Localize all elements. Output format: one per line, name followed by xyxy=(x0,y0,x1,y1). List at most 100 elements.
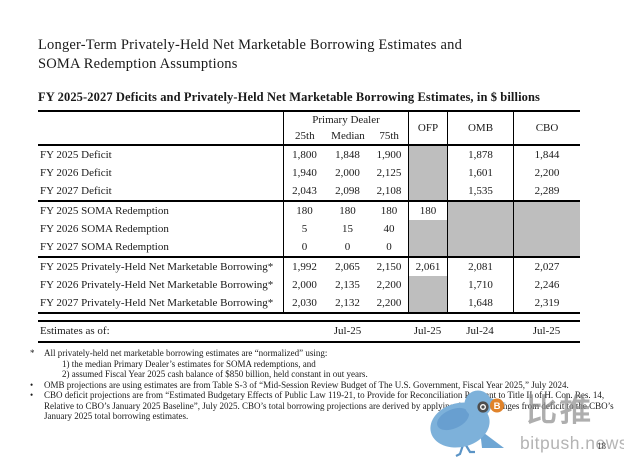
table-row-fy2026-soma: FY 2026 SOMA Redemption 5 15 40 xyxy=(38,220,580,238)
table-row-fy2025-soma: FY 2025 SOMA Redemption 180 180 180 180 xyxy=(38,202,580,220)
spacer xyxy=(370,322,408,341)
cell-median: 2,135 xyxy=(335,279,360,291)
dark-coin-ring xyxy=(480,404,487,411)
estimates-primary-dealer-date: Jul-25 xyxy=(333,325,362,337)
row-label: FY 2027 SOMA Redemption xyxy=(40,241,169,253)
row-label: FY 2025 Deficit xyxy=(40,149,112,161)
row-label: FY 2027 Deficit xyxy=(40,185,112,197)
cell-ofp-shaded xyxy=(408,276,447,294)
spacer xyxy=(283,322,325,341)
header-cbo: CBO xyxy=(513,112,580,144)
header-omb: OMB xyxy=(447,112,513,144)
row-label: FY 2026 Privately-Held Net Marketable Bo… xyxy=(40,279,274,291)
cell-ofp-shaded xyxy=(408,182,447,200)
header-primary-dealer-group: Primary Dealer 25th Median 75th xyxy=(283,112,408,144)
cell-25th: 180 xyxy=(283,202,325,220)
cell-25th: 2,000 xyxy=(283,276,325,294)
cell-75th: 2,125 xyxy=(376,167,402,179)
cell-ofp: 2,061 xyxy=(408,258,447,276)
row-label: FY 2026 SOMA Redemption xyxy=(40,223,169,235)
cell-75th: 2,108 xyxy=(376,185,402,197)
cell-cbo: 1,844 xyxy=(513,146,580,164)
footnotes: * All privately-held net marketable borr… xyxy=(28,348,614,422)
cell-ofp-shaded xyxy=(408,164,447,182)
cell-median: 0 xyxy=(344,241,351,253)
cell-25th: 2,030 xyxy=(283,294,325,312)
cell-omb: 1,601 xyxy=(447,164,513,182)
footnote-normalized: * All privately-held net marketable borr… xyxy=(28,348,614,380)
cell-median: 15 xyxy=(342,223,353,235)
cell-ofp: 180 xyxy=(408,202,447,220)
cell-median: 1,848 xyxy=(335,149,360,161)
cell-cbo: 2,319 xyxy=(513,294,580,312)
header-percentile-row: 25th Median 75th xyxy=(284,129,408,143)
cell-cbo-shaded xyxy=(513,220,580,238)
cell-25th: 1,800 xyxy=(283,146,325,164)
table-caption: FY 2025-2027 Deficits and Privately-Held… xyxy=(38,90,541,104)
row-label: FY 2027 Privately-Held Net Marketable Bo… xyxy=(40,297,274,309)
page-title-line2: SOMA Redemption Assumptions xyxy=(38,56,238,72)
footnote-marker: • xyxy=(30,390,34,400)
page-number: 18 xyxy=(597,441,606,451)
estimates-omb-date: Jul-24 xyxy=(466,325,494,337)
cell-25th: 2,043 xyxy=(283,182,325,200)
cell-25th: 5 xyxy=(283,220,325,238)
estimates-as-of-band: Estimates as of: Jul-25 Jul-25 Jul-24 Ju… xyxy=(38,320,580,343)
page-title: Longer-Term Privately-Held Net Marketabl… xyxy=(38,36,578,74)
cell-omb: 1,535 xyxy=(447,182,513,200)
cell-ofp-shaded xyxy=(408,294,447,312)
cell-median: 180 xyxy=(339,205,356,217)
table-row-fy2025-borrowing: FY 2025 Privately-Held Net Marketable Bo… xyxy=(38,258,580,276)
cell-75th: 1,900 xyxy=(376,149,402,161)
cell-75th: 0 xyxy=(386,241,392,253)
header-ofp: OFP xyxy=(408,112,447,144)
bird-tail xyxy=(480,430,504,448)
footnote-sub1: 1) the median Primary Dealer’s estimates… xyxy=(62,358,316,369)
cell-75th: 40 xyxy=(383,223,395,235)
cell-omb: 1,648 xyxy=(447,294,513,312)
bird-wing xyxy=(436,407,470,431)
table-row-fy2026-borrowing: FY 2026 Privately-Held Net Marketable Bo… xyxy=(38,276,580,294)
cell-omb-shaded xyxy=(447,220,513,238)
header-75th: 75th xyxy=(379,130,399,142)
cell-cbo: 2,200 xyxy=(513,164,580,182)
cell-cbo-shaded xyxy=(513,238,580,256)
footnote-text: OMB projections are using estimates are … xyxy=(44,379,569,390)
table-row-fy2025-deficit: FY 2025 Deficit 1,800 1,848 1,900 1,878 … xyxy=(38,146,580,164)
cell-75th: 2,200 xyxy=(376,279,402,291)
footnote-omb: • OMB projections are using estimates ar… xyxy=(28,380,614,391)
header-median: Median xyxy=(331,130,365,142)
cell-median: 2,000 xyxy=(335,167,360,179)
cell-cbo: 2,289 xyxy=(513,182,580,200)
cell-cbo: 2,246 xyxy=(513,276,580,294)
estimates-cbo-date: Jul-25 xyxy=(532,325,561,337)
watermark-cjk-text: 比推 xyxy=(526,393,594,429)
footnote-text: All privately-held net marketable borrow… xyxy=(44,348,328,358)
cell-75th: 2,150 xyxy=(376,261,402,273)
row-label: FY 2025 SOMA Redemption xyxy=(40,205,169,217)
table-row-fy2027-borrowing: FY 2027 Privately-Held Net Marketable Bo… xyxy=(38,294,580,312)
cell-median: 2,065 xyxy=(335,261,360,273)
dark-coin-icon xyxy=(477,401,489,413)
footnote-text: CBO deficit projections are from “Estima… xyxy=(44,390,614,421)
estimates-ofp-date: Jul-25 xyxy=(413,325,442,337)
row-label: FY 2026 Deficit xyxy=(40,167,112,179)
table-row-fy2026-deficit: FY 2026 Deficit 1,940 2,000 2,125 1,601 … xyxy=(38,164,580,182)
footnote-marker: • xyxy=(30,379,34,390)
watermark-site-text: bitpush.news xyxy=(520,433,624,453)
cell-25th: 1,940 xyxy=(283,164,325,182)
cell-ofp-shaded xyxy=(408,220,447,238)
cell-ofp-shaded xyxy=(408,146,447,164)
page-title-line1: Longer-Term Privately-Held Net Marketabl… xyxy=(38,37,463,53)
bitcoin-coin-icon xyxy=(490,398,504,413)
cell-75th: 2,200 xyxy=(376,297,402,309)
cell-cbo-shaded xyxy=(513,202,580,220)
footnote-cbo: • CBO deficit projections are from “Esti… xyxy=(28,390,614,422)
table-row-fy2027-deficit: FY 2027 Deficit 2,043 2,098 2,108 1,535 … xyxy=(38,182,580,202)
cell-omb: 1,710 xyxy=(447,276,513,294)
cell-omb: 1,878 xyxy=(447,146,513,164)
watermark-bird-icon: B xyxy=(430,390,506,457)
cell-25th: 1,992 xyxy=(283,258,325,276)
bitcoin-letter: B xyxy=(494,401,501,412)
